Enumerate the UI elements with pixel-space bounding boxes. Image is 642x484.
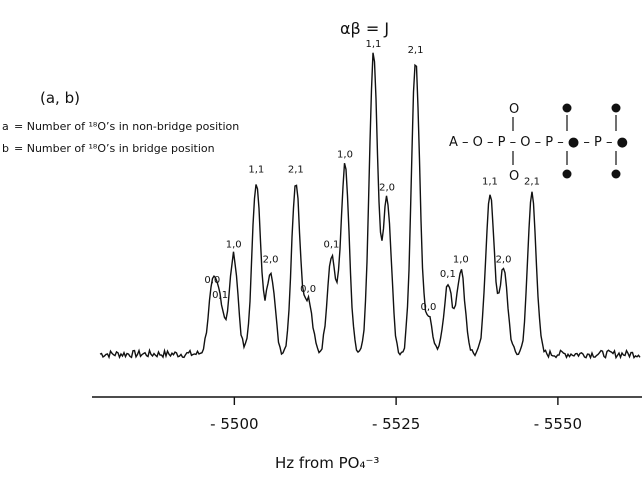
structure-18O-top-2 [611, 103, 621, 113]
peak-label-8: 1,0 [337, 150, 353, 161]
peak-label-5: 2,1 [288, 165, 304, 176]
legend-item-a-prefix: a [2, 120, 9, 133]
peak-label-9: 1,1 [366, 39, 382, 50]
peak-label-3: 1,1 [248, 165, 264, 176]
peak-label-14: 1,0 [453, 254, 469, 265]
legend-item-a-text: = Number of ¹⁸O’s in non-bridge position [14, 120, 239, 133]
peak-label-4: 2,0 [263, 254, 279, 265]
peak-label-11: 2,1 [408, 45, 424, 56]
structure-18O-top-1 [562, 103, 572, 113]
peak-label-7: 0,1 [323, 239, 339, 250]
x-axis-label: Hz from PO₄⁻³ [275, 454, 379, 472]
peak-label-0: 0,0 [204, 275, 220, 286]
phosphate-structure-diagram: A – O – P – O – P – ● – P – ● O O [449, 102, 628, 184]
peak-label-2: 1,0 [226, 239, 242, 250]
legend-item-b-prefix: b [2, 142, 9, 155]
structure-oxygen-top: O [509, 102, 519, 117]
tick-layer: - 5500 - 5525 - 5550 [210, 397, 582, 433]
spectrum-trace [99, 52, 641, 360]
structure-chain-text: A – O – P – O – P – ● – P – ● [449, 135, 628, 150]
peak-label-16: 2,0 [496, 254, 512, 265]
peak-label-15: 1,1 [482, 177, 498, 188]
peak-label-17: 2,1 [524, 177, 540, 188]
structure-18O-bottom-1 [562, 169, 572, 179]
structure-18O-bottom-2 [611, 169, 621, 179]
legend-title: (a, b) [40, 89, 80, 107]
legend-item-b-text: = Number of ¹⁸O’s in bridge position [14, 142, 215, 155]
peak-label-layer: 0,0 0,1 1,0 1,1 2,0 2,1 0,0 0,1 1,0 1,1 2,0 2,1 0,0 0… [204, 39, 540, 313]
peak-label-1: 0,1 [212, 290, 228, 301]
x-tick-label-0: - 5500 [210, 415, 258, 433]
chart-header: αβ = J [340, 19, 389, 38]
peak-label-6: 0,0 [300, 284, 316, 295]
peak-label-12: 0,0 [421, 302, 437, 313]
peak-label-13: 0,1 [440, 269, 456, 280]
peak-label-10: 2,0 [379, 183, 395, 194]
x-tick-label-2: - 5550 [534, 415, 582, 433]
x-tick-label-1: - 5525 [372, 415, 420, 433]
structure-oxygen-bottom: O [509, 169, 519, 184]
spectrum-layer [99, 52, 641, 360]
